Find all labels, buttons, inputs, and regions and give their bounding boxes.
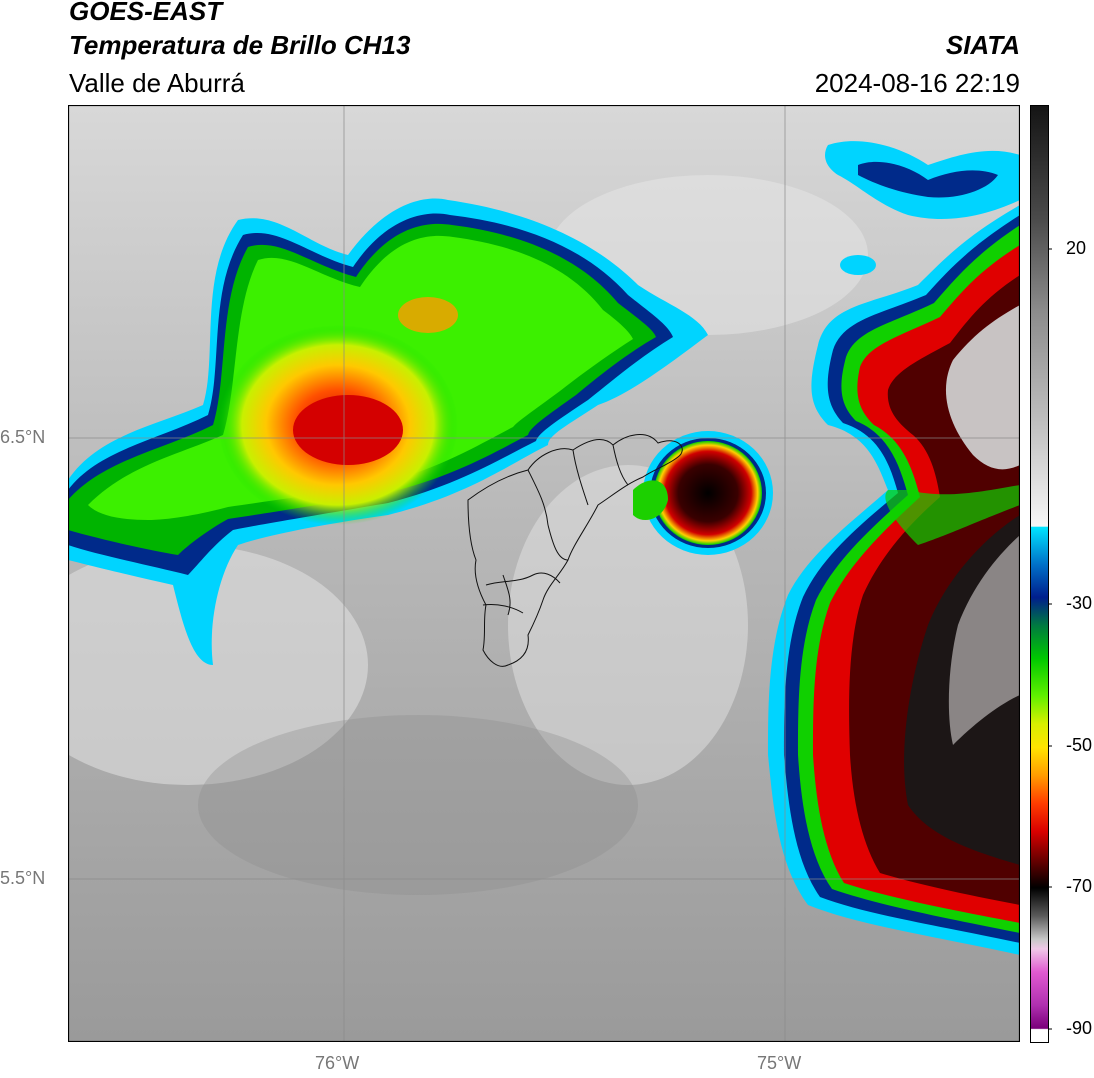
- satellite-map: [68, 105, 1020, 1042]
- convective-cell-west: [68, 198, 708, 665]
- municipal-boundaries: [467, 434, 683, 667]
- convective-cell-center: [633, 431, 773, 555]
- graticule: [68, 105, 1020, 1042]
- colorbar-tick-20: 20: [1066, 238, 1087, 258]
- timestamp: 2024-08-16 22:19: [814, 68, 1020, 98]
- product-title: GOES-EAST: [69, 0, 223, 26]
- lat-label-6-5: 6.5°N: [0, 427, 46, 447]
- lat-label-5-5: 5.5°N: [0, 868, 46, 888]
- variable-title: Temperatura de Brillo CH13: [69, 30, 411, 60]
- colorbar-tick-minus70: -70: [1066, 876, 1093, 896]
- colorbar-tick-minus50: -50: [1066, 735, 1093, 755]
- lon-label-75: 75°W: [757, 1053, 802, 1073]
- convective-system-east: [768, 141, 1020, 955]
- lon-label-76: 76°W: [315, 1053, 360, 1073]
- organization-title: SIATA: [945, 30, 1020, 60]
- colorbar-tick-minus90: -90: [1066, 1018, 1093, 1038]
- region-title: Valle de Aburrá: [69, 68, 245, 98]
- colorbar: [1030, 105, 1052, 1043]
- colorbar-tick-minus30: -30: [1066, 593, 1093, 613]
